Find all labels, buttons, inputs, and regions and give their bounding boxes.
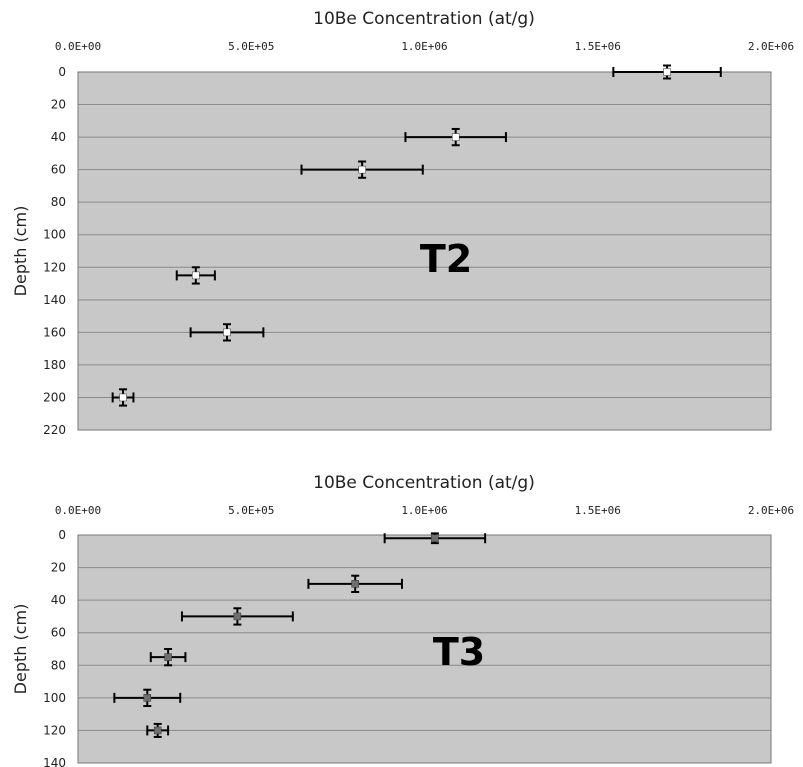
data-point: [404, 127, 507, 147]
plot-area: [77, 534, 772, 764]
y-tick-label: 0: [58, 528, 66, 542]
chart-title: 10Be Concentration (at/g): [313, 473, 535, 493]
marker: [358, 165, 366, 174]
y-tick-label: 40: [51, 593, 66, 607]
y-tick-label: 220: [43, 423, 66, 437]
panel-label: T2: [420, 237, 472, 281]
marker: [143, 694, 152, 702]
y-tick-label: 40: [51, 130, 66, 144]
panel-label: T3: [433, 630, 485, 674]
y-tick-label: 80: [51, 195, 66, 209]
data-point: [149, 648, 187, 667]
data-point: [175, 266, 216, 285]
x-tick-label: 2.0E+06: [748, 40, 794, 53]
y-tick-label: 200: [43, 390, 66, 404]
chart-t2: 0.0E+00 5.0E+05 1.0E+06 1.5E+06 2.0E+06 0 20 4…: [11, 9, 794, 437]
marker: [233, 612, 242, 621]
marker: [164, 653, 172, 661]
y-tick-label: 140: [43, 293, 66, 307]
data-point: [180, 607, 294, 626]
y-axis-label: Depth (cm): [11, 604, 30, 695]
y-tick-label: 120: [43, 260, 66, 274]
x-tick-label: 1.5E+06: [575, 504, 621, 517]
y-tick-label: 120: [43, 723, 66, 737]
gridlines: [78, 104, 771, 398]
x-tick-label: 5.0E+05: [228, 40, 274, 53]
y-axis-ticks: 0 20 40 60 80 100 120 140 160 180 200 220: [43, 65, 66, 437]
chart-title: 10Be Concentration (at/g): [313, 9, 535, 29]
marker: [153, 726, 162, 735]
y-tick-label: 0: [58, 65, 66, 79]
marker: [663, 68, 671, 76]
marker: [351, 580, 359, 588]
y-tick-label: 20: [51, 98, 66, 112]
y-axis-ticks: 0 20 40 60 80 100 120 140: [43, 528, 66, 767]
marker: [119, 393, 127, 402]
data-point: [300, 160, 424, 179]
data-points: [111, 64, 722, 407]
y-tick-label: 80: [51, 658, 66, 672]
x-tick-label: 5.0E+05: [228, 504, 274, 517]
y-tick-label: 60: [51, 163, 66, 177]
data-point: [612, 64, 722, 80]
x-tick-label: 2.0E+06: [748, 504, 794, 517]
x-axis-ticks: 0.0E+00 5.0E+05 1.0E+06 1.5E+06 2.0E+06: [55, 40, 794, 53]
data-point: [383, 532, 487, 545]
y-tick-label: 20: [51, 561, 66, 575]
plot-area: [77, 71, 772, 431]
gridlines: [78, 567, 771, 731]
x-tick-label: 1.0E+06: [401, 504, 447, 517]
data-point: [146, 722, 170, 738]
y-tick-label: 100: [43, 691, 66, 705]
data-point: [307, 574, 403, 593]
y-tick-label: 100: [43, 228, 66, 242]
data-point: [113, 688, 182, 707]
data-point: [111, 388, 135, 407]
x-tick-label: 0.0E+00: [55, 504, 101, 517]
data-point: [189, 323, 265, 342]
x-tick-label: 1.5E+06: [575, 40, 621, 53]
marker: [192, 271, 200, 280]
x-tick-label: 1.0E+06: [401, 40, 447, 53]
y-tick-label: 180: [43, 358, 66, 372]
x-tick-label: 0.0E+00: [55, 40, 101, 53]
x-axis-ticks: 0.0E+00 5.0E+05 1.0E+06 1.5E+06 2.0E+06: [55, 504, 794, 517]
y-tick-label: 60: [51, 626, 66, 640]
y-tick-label: 160: [43, 325, 66, 339]
marker: [451, 133, 460, 141]
y-tick-label: 140: [43, 756, 66, 767]
y-axis-label: Depth (cm): [11, 206, 30, 297]
data-points: [113, 532, 487, 738]
marker: [223, 328, 231, 337]
chart-t3: 0.0E+00 5.0E+05 1.0E+06 1.5E+06 2.0E+06 0 20 4…: [11, 473, 794, 767]
marker: [431, 534, 439, 543]
